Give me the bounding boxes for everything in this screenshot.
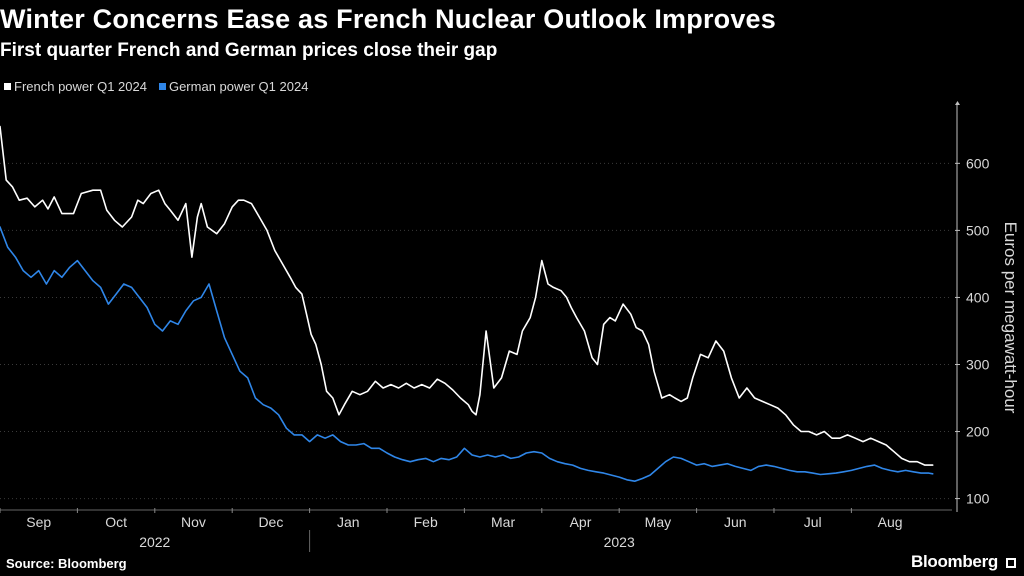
legend-item-french: French power Q1 2024 (4, 79, 147, 94)
y-tick-label-500: 500 (966, 222, 990, 238)
y-tick-label-100: 100 (966, 491, 990, 507)
y-axis-arrow-icon (955, 101, 960, 105)
chart-title: Winter Concerns Ease as French Nuclear O… (0, 4, 776, 34)
legend-swatch-french (4, 83, 11, 90)
x-tick-label-mar: Mar (491, 514, 515, 530)
legend: French power Q1 2024 German power Q1 202… (4, 79, 308, 94)
bloomberg-logo: Bloomberg (910, 552, 998, 571)
x-tick-label-oct: Oct (105, 514, 127, 530)
y-axis-title: Euros per megawatt-hour (1001, 222, 1020, 414)
x-year-label-2023: 2023 (604, 534, 635, 550)
source-note: Source: Bloomberg (6, 556, 127, 571)
y-tick-label-600: 600 (966, 155, 990, 171)
x-tick-label-aug: Aug (878, 514, 903, 530)
legend-label-german: German power Q1 2024 (168, 79, 309, 94)
bloomberg-logo-mark-icon (1006, 558, 1016, 568)
legend-label-french: French power Q1 2024 (14, 79, 147, 94)
x-tick-label-sep: Sep (26, 514, 51, 530)
series-line-french (0, 125, 934, 466)
x-tick-label-jun: Jun (724, 514, 747, 530)
x-tick-label-apr: Apr (570, 514, 592, 530)
legend-item-german: German power Q1 2024 (158, 79, 309, 94)
y-tick-label-400: 400 (966, 289, 990, 305)
series-line-german (0, 226, 934, 483)
x-tick-label-nov: Nov (181, 514, 206, 530)
x-tick-label-may: May (645, 514, 671, 530)
x-tick-label-dec: Dec (258, 514, 283, 530)
legend-swatch-german (158, 83, 166, 90)
x-tick-label-jul: Jul (804, 514, 822, 530)
y-tick-label-300: 300 (966, 356, 990, 372)
chart-subtitle: First quarter French and German prices c… (0, 40, 498, 61)
x-tick-label-feb: Feb (414, 514, 438, 530)
x-year-label-2022: 2022 (139, 534, 170, 550)
x-tick-label-jan: Jan (337, 514, 360, 530)
y-tick-label-200: 200 (966, 424, 990, 440)
